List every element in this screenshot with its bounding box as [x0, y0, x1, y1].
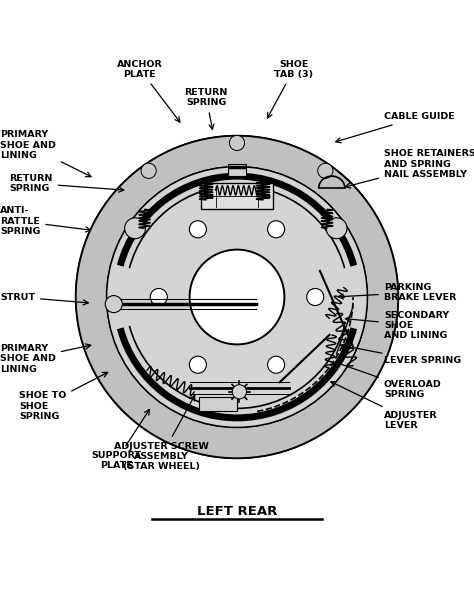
Text: CABLE GUIDE: CABLE GUIDE — [336, 112, 455, 143]
Bar — [228, 165, 246, 176]
Circle shape — [267, 356, 284, 373]
Text: SUPPORT
PLATE: SUPPORT PLATE — [91, 409, 149, 470]
Circle shape — [107, 167, 367, 427]
Circle shape — [318, 163, 333, 178]
Text: SHOE TO
SHOE
SPRING: SHOE TO SHOE SPRING — [19, 372, 108, 421]
Circle shape — [232, 385, 246, 399]
Text: LEFT REAR: LEFT REAR — [197, 505, 277, 518]
Circle shape — [125, 218, 146, 239]
Circle shape — [105, 296, 122, 312]
Text: RETURN
SPRING: RETURN SPRING — [184, 88, 228, 129]
Text: PARKING
BRAKE LEVER: PARKING BRAKE LEVER — [338, 283, 456, 302]
Text: ADJUSTER
LEVER: ADJUSTER LEVER — [331, 382, 438, 430]
Text: SHOE RETAINERS,
AND SPRING
NAIL ASSEMBLY: SHOE RETAINERS, AND SPRING NAIL ASSEMBLY — [346, 149, 474, 188]
Circle shape — [307, 289, 324, 305]
Text: ANCHOR
PLATE: ANCHOR PLATE — [117, 59, 180, 122]
Text: SHOE
TAB (3): SHOE TAB (3) — [267, 59, 313, 118]
Circle shape — [326, 218, 347, 239]
Text: LEVER SPRING: LEVER SPRING — [341, 344, 461, 365]
Text: ADJUSTER SCREW
ASSEMBLY
(STAR WHEEL): ADJUSTER SCREW ASSEMBLY (STAR WHEEL) — [114, 396, 209, 472]
Circle shape — [141, 163, 156, 178]
Circle shape — [189, 221, 207, 238]
Text: STRUT: STRUT — [0, 292, 88, 305]
Bar — [201, 183, 273, 209]
Circle shape — [229, 135, 245, 150]
Bar — [199, 397, 237, 411]
Text: PRIMARY
SHOE AND
LINING: PRIMARY SHOE AND LINING — [0, 131, 91, 176]
Circle shape — [76, 136, 398, 458]
Text: OVERLOAD
SPRING: OVERLOAD SPRING — [336, 362, 442, 399]
Circle shape — [189, 356, 206, 373]
Circle shape — [190, 249, 284, 345]
Circle shape — [267, 221, 284, 238]
Text: PRIMARY
SHOE AND
LINING: PRIMARY SHOE AND LINING — [0, 344, 91, 374]
Circle shape — [150, 289, 167, 305]
Text: ANTI-
RATTLE
SPRING: ANTI- RATTLE SPRING — [0, 206, 91, 236]
Text: SECONDARY
SHOE
AND LINING: SECONDARY SHOE AND LINING — [346, 311, 449, 340]
Text: RETURN
SPRING: RETURN SPRING — [9, 173, 124, 193]
